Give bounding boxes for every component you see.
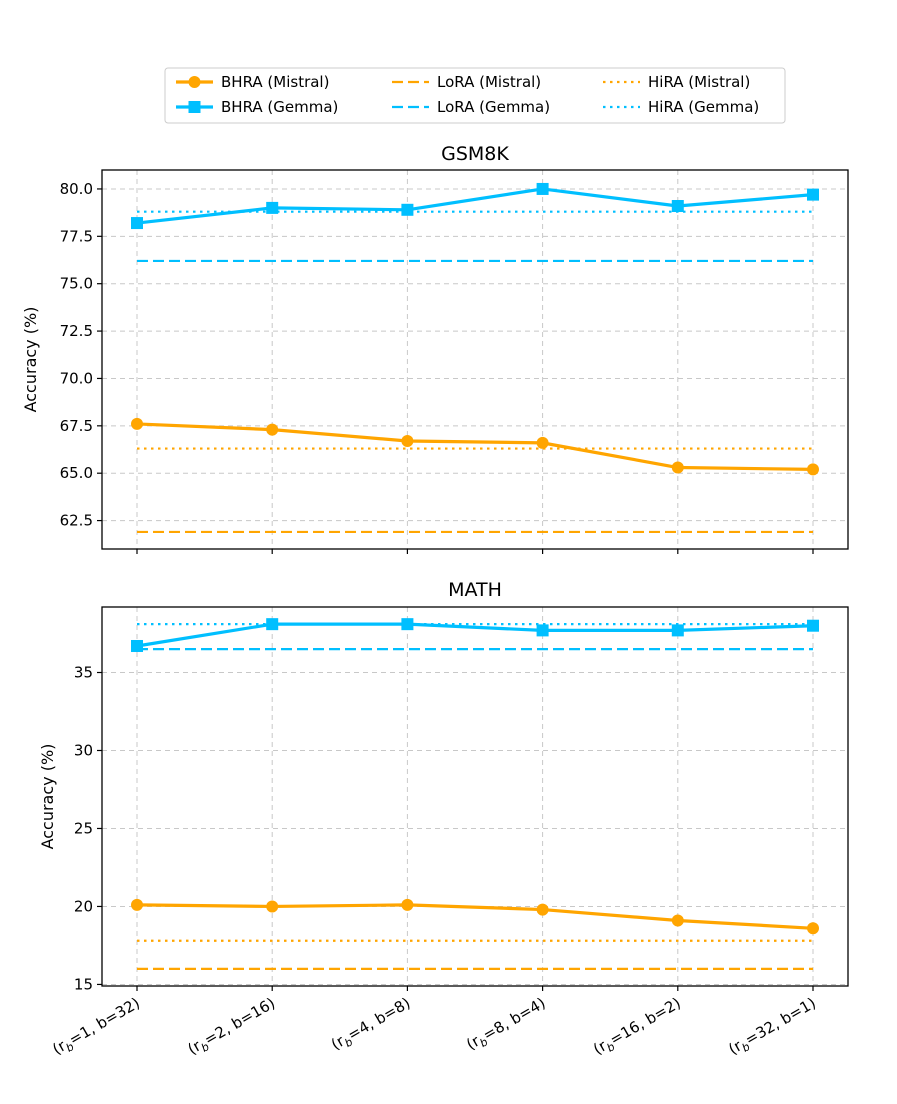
label-part: =4, b=8) (345, 994, 414, 1044)
x-tick-label: (rb=2, b=16) (185, 994, 280, 1061)
panel-title: GSM8K (441, 143, 509, 165)
bhra-gemma-point (536, 182, 549, 195)
label-part: =32, b=1) (742, 994, 819, 1049)
bhra-mistral-point (671, 914, 684, 927)
bhra-mistral-point (131, 898, 143, 911)
x-tick-label: (rb=1, b=32) (49, 994, 144, 1061)
y-tick-label: 72.5 (60, 322, 93, 340)
bhra-mistral-point (536, 436, 549, 449)
x-tick-label: (rb=4, b=8) (328, 994, 415, 1056)
x-tick-label: (rb=8, b=4) (463, 994, 550, 1056)
math-panel: 15 20 25 30 35 MATH Accuracy (%) (38, 579, 849, 993)
y-axis-label: Accuracy (%) (38, 744, 57, 850)
bhra-gemma-point (266, 201, 279, 214)
y-tick-label: 67.5 (60, 417, 93, 435)
y-tick-label: 35 (74, 664, 93, 682)
bhra-mistral-point (807, 922, 819, 935)
y-tick-label: 25 (74, 819, 93, 837)
plot-frame (101, 169, 849, 550)
legend-box (164, 67, 786, 124)
bhra-gemma-point (536, 624, 549, 637)
label-part: =16, b=2) (607, 994, 684, 1049)
bhra-gemma-line (135, 187, 815, 225)
y-tick-label: 62.5 (60, 512, 93, 530)
panel-title: MATH (448, 579, 502, 601)
bhra-mistral-point (401, 434, 414, 447)
lora-mistral-legend-label: LoRA (Mistral) (437, 73, 541, 91)
bhra-gemma-point (807, 188, 819, 201)
hira-gemma-legend-label: HiRA (Gemma) (648, 98, 759, 116)
bhra-gemma-point (131, 639, 143, 652)
bhra-gemma-point (266, 618, 279, 631)
label-part: =8, b=4) (480, 994, 549, 1044)
y-tick-label: 80.0 (60, 180, 93, 198)
y-tick-label: 77.5 (60, 227, 93, 245)
y-tick-label: 20 (74, 897, 93, 915)
bhra-mistral-legend-label: BHRA (Mistral) (221, 73, 329, 91)
bhra-mistral-point (807, 463, 819, 476)
x-axis: (rb=1, b=32) (rb=2, b=16) (rb=4, b=8) (rb=8… (49, 994, 820, 1061)
bhra-mistral-point (671, 461, 684, 474)
y-axis-label: Accuracy (%) (21, 307, 40, 413)
x-tick-label: (rb=16, b=2) (590, 994, 685, 1061)
bhra-gemma-point (807, 619, 819, 632)
bhra-mistral-point (536, 903, 549, 916)
bhra-mistral-point (401, 898, 414, 911)
y-tick-label: 30 (74, 741, 93, 759)
plot-frame (101, 606, 849, 987)
bhra-gemma-point (671, 200, 684, 213)
bhra-mistral-point (266, 423, 279, 436)
label-part: =2, b=16) (201, 994, 278, 1049)
y-tick-label: 70.0 (60, 369, 93, 387)
x-tick-label: (rb=32, b=1) (725, 994, 820, 1061)
gsm8k-panel: 62.5 65.0 67.5 70.0 72.5 75.0 77.5 80.0 GSM8K Acc… (21, 143, 849, 554)
hira-mistral-legend-label: HiRA (Mistral) (648, 73, 750, 91)
bhra-gemma-point (401, 618, 414, 631)
bhra-gemma-point (131, 217, 143, 230)
bhra-gemma-point (401, 203, 414, 216)
bhra-mistral-point (266, 900, 279, 913)
y-tick-label: 75.0 (60, 275, 93, 293)
bhra-gemma-point (671, 624, 684, 637)
y-tick-label: 15 (74, 975, 93, 993)
legend: BHRA (Mistral) BHRA (Gemma) LoRA (Mistral)… (164, 67, 786, 124)
bhra-mistral-legend-marker (188, 76, 201, 88)
y-tick-label: 65.0 (60, 464, 93, 482)
bhra-mistral-line (135, 422, 815, 472)
bhra-mistral-line (135, 903, 815, 930)
bhra-mistral-point (131, 417, 143, 430)
bhra-gemma-legend-label: BHRA (Gemma) (221, 98, 338, 116)
lora-gemma-legend-label: LoRA (Gemma) (437, 98, 550, 116)
bhra-gemma-line (135, 622, 815, 648)
label-part: =1, b=32) (66, 994, 143, 1049)
bhra-gemma-legend-marker (188, 101, 201, 113)
